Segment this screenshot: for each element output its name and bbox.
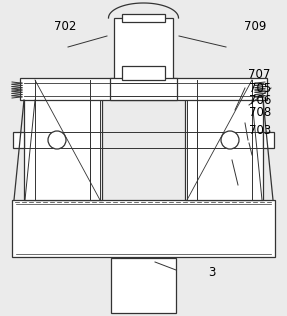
Bar bbox=[263, 132, 274, 148]
Circle shape bbox=[221, 131, 239, 149]
Text: 707: 707 bbox=[248, 69, 270, 82]
Bar bbox=[111, 258, 176, 313]
Bar bbox=[12, 200, 275, 257]
Bar bbox=[185, 80, 263, 200]
Bar bbox=[110, 78, 177, 100]
Text: 703: 703 bbox=[249, 124, 271, 137]
Bar bbox=[122, 66, 165, 80]
Text: 706: 706 bbox=[249, 94, 272, 106]
Text: 709: 709 bbox=[244, 21, 266, 33]
Bar bbox=[114, 18, 173, 80]
Bar bbox=[20, 78, 267, 100]
Text: 3: 3 bbox=[208, 265, 215, 278]
Bar bbox=[13, 132, 24, 148]
Circle shape bbox=[48, 131, 66, 149]
Bar bbox=[122, 14, 165, 22]
Text: 705: 705 bbox=[249, 82, 271, 94]
Bar bbox=[24, 80, 102, 200]
Text: 702: 702 bbox=[54, 21, 76, 33]
Text: 708: 708 bbox=[249, 106, 271, 119]
